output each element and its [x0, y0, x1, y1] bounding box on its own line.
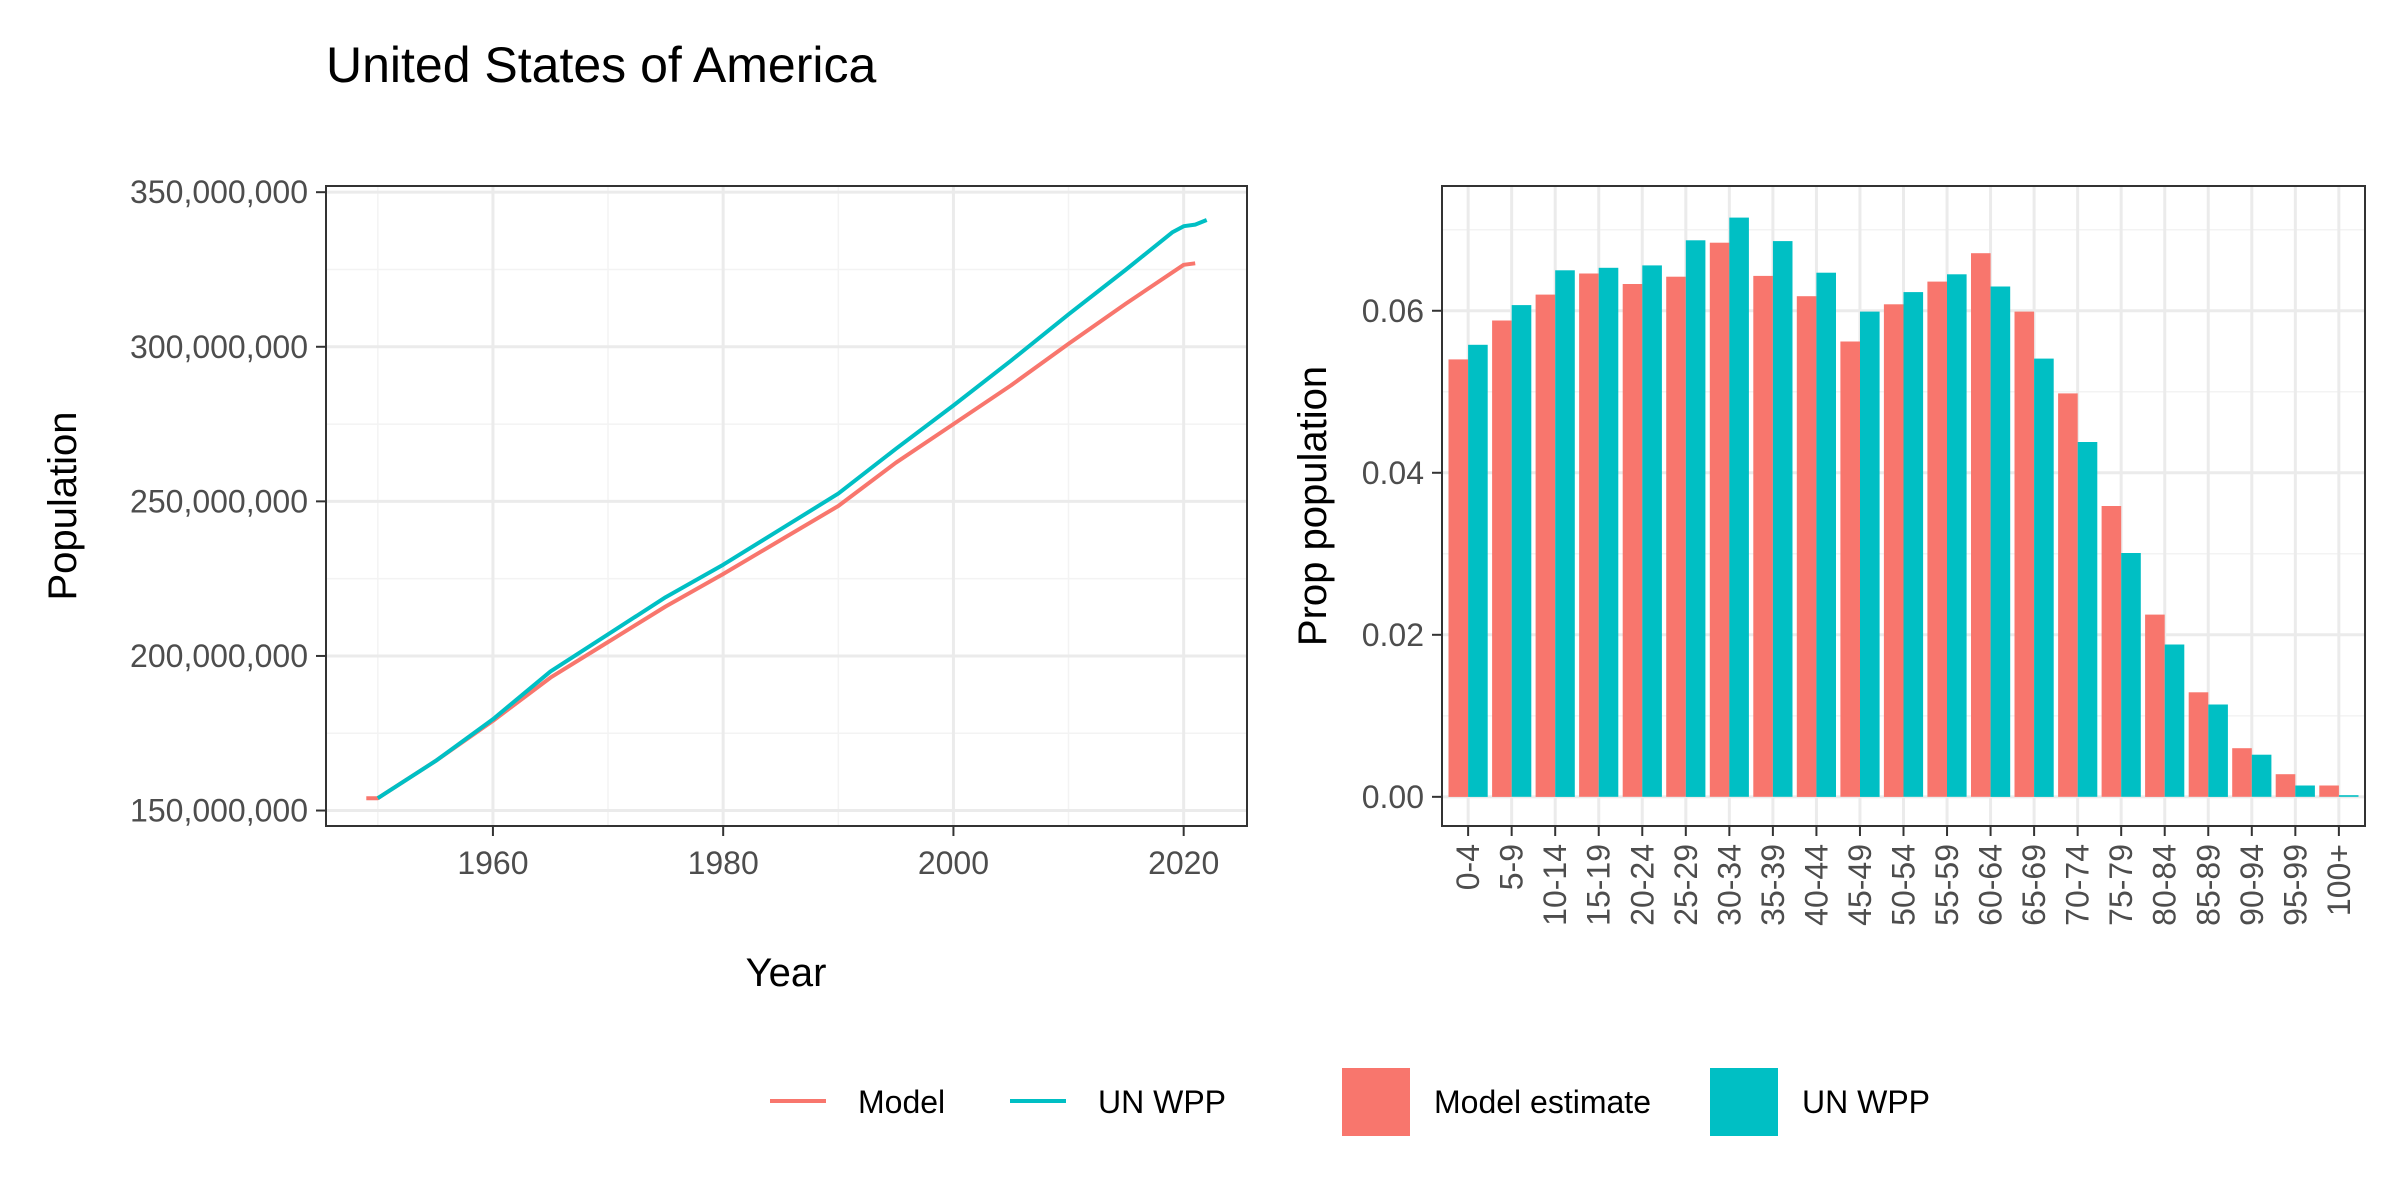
bar-un-wpp-100+: [2338, 795, 2359, 797]
bar-un-wpp-60-64: [1990, 286, 2011, 797]
plot-title: United States of America: [326, 37, 876, 93]
bar-x-tick-label: 90-94: [2234, 844, 2270, 926]
bar-model-estimate-60-64: [1971, 253, 1991, 797]
legend-label-model-estimate: Model estimate: [1434, 1084, 1651, 1120]
bar-y-tick-label: 0.06: [1362, 293, 1424, 329]
bar-x-tick-label: 35-39: [1755, 844, 1791, 926]
line-x-tick-label: 1980: [688, 845, 759, 881]
line-chart-ticks: 1960 1980 2000 2020 150,000,000 200,000,000 25…: [130, 174, 1219, 881]
bar-model-estimate-15-19: [1579, 273, 1599, 797]
bar-un-wpp-75-79: [2121, 553, 2141, 797]
legend-key-model-estimate: [1342, 1068, 1410, 1136]
bar-y-tick-label: 0.04: [1362, 455, 1424, 491]
bar-chart-legend: Model estimate UN WPP: [1342, 1068, 1930, 1136]
bar-model-estimate-25-29: [1666, 276, 1686, 797]
bar-model-estimate-80-84: [2145, 614, 2165, 797]
bar-un-wpp-0-4: [1468, 344, 1488, 797]
bar-model-estimate-20-24: [1622, 284, 1643, 797]
bar-chart-ticks: 0-4 5-9 10-14 15-19 20-24 25-29 30-34 35-39 40-4…: [1362, 293, 2357, 926]
bar-y-tick-label: 0.00: [1362, 779, 1424, 815]
bar-x-tick-label: 95-99: [2277, 844, 2313, 926]
bar-x-tick-label: 100+: [2321, 844, 2357, 916]
line-y-tick-label: 150,000,000: [130, 793, 308, 829]
bar-model-estimate-65-69: [2014, 311, 2035, 797]
line-x-tick-label: 1960: [457, 845, 528, 881]
bar-x-tick-label: 85-89: [2190, 844, 2226, 926]
line-y-tick-label: 200,000,000: [130, 638, 308, 674]
bar-x-tick-label: 10-14: [1537, 844, 1573, 926]
bar-un-wpp-85-89: [2208, 704, 2228, 797]
bar-model-estimate-45-49: [1840, 341, 1860, 797]
bar-un-wpp-90-94: [2251, 754, 2272, 797]
bar-model-estimate-70-74: [2058, 393, 2078, 797]
line-x-tick-label: 2000: [918, 845, 989, 881]
bar-x-tick-label: 45-49: [1842, 844, 1878, 926]
bar-un-wpp-55-59: [1947, 274, 1967, 797]
line-chart: 1960 1980 2000 2020 150,000,000 200,000,000 25…: [41, 174, 1248, 995]
line-chart-gridlines: [326, 186, 1247, 826]
legend-key-un-wpp-bar: [1710, 1068, 1778, 1136]
bar-un-wpp-30-34: [1729, 217, 1749, 797]
bar-model-estimate-10-14: [1535, 294, 1556, 797]
bar-x-tick-label: 80-84: [2147, 844, 2183, 926]
line-series-un-wpp: [376, 218, 1208, 800]
bar-chart-bars: [1448, 217, 2359, 797]
bar-chart-y-axis-title: Prop population: [1291, 366, 1335, 646]
bar-x-tick-label: 30-34: [1711, 844, 1747, 926]
bar-x-tick-label: 65-69: [2016, 844, 2052, 926]
bar-model-estimate-95-99: [2275, 774, 2296, 797]
line-chart-y-axis-title: Population: [41, 411, 85, 600]
bar-un-wpp-50-54: [1903, 292, 1924, 797]
bar-un-wpp-95-99: [2295, 785, 2315, 797]
line-chart-panel-border: [325, 185, 1248, 827]
bar-un-wpp-45-49: [1860, 311, 1880, 797]
bar-x-tick-label: 75-79: [2103, 844, 2139, 926]
line-x-tick-label: 2020: [1148, 845, 1219, 881]
bar-x-tick-label: 70-74: [2060, 844, 2096, 926]
bar-un-wpp-65-69: [2034, 358, 2054, 797]
bar-un-wpp-35-39: [1772, 241, 1793, 797]
line-chart-series: [366, 218, 1208, 801]
bar-x-tick-label: 60-64: [1973, 844, 2009, 926]
bar-un-wpp-10-14: [1555, 270, 1575, 797]
bar-chart: 0-4 5-9 10-14 15-19 20-24 25-29 30-34 35-39 40-4…: [1291, 185, 2366, 926]
bar-x-tick-label: 55-59: [1929, 844, 1965, 926]
bar-model-estimate-5-9: [1492, 320, 1512, 797]
legend-label-un-wpp: UN WPP: [1098, 1084, 1226, 1120]
line-y-tick-label: 300,000,000: [130, 329, 308, 365]
bar-model-estimate-30-34: [1709, 242, 1730, 797]
bar-x-tick-label: 15-19: [1581, 844, 1617, 926]
bar-model-estimate-85-89: [2188, 692, 2209, 797]
bar-un-wpp-70-74: [2077, 442, 2098, 797]
bar-un-wpp-25-29: [1685, 240, 1706, 797]
bar-model-estimate-40-44: [1796, 296, 1817, 797]
line-y-tick-label: 350,000,000: [130, 174, 308, 210]
bar-model-estimate-55-59: [1927, 281, 1947, 797]
bar-model-estimate-75-79: [2101, 506, 2122, 797]
bar-y-tick-label: 0.02: [1362, 617, 1424, 653]
bar-un-wpp-80-84: [2164, 644, 2185, 797]
legend-label-model: Model: [858, 1084, 945, 1120]
bar-un-wpp-20-24: [1642, 265, 1662, 797]
bar-model-estimate-100+: [2319, 785, 2339, 797]
legend-label-un-wpp-bar: UN WPP: [1802, 1084, 1930, 1120]
bar-un-wpp-5-9: [1511, 305, 1532, 797]
bar-x-tick-label: 20-24: [1624, 844, 1660, 926]
line-chart-legend: Model UN WPP: [770, 1084, 1226, 1120]
bar-model-estimate-35-39: [1753, 275, 1773, 797]
bar-x-tick-label: 50-54: [1886, 844, 1922, 926]
bar-model-estimate-0-4: [1448, 359, 1469, 797]
line-chart-x-axis-title: Year: [746, 951, 827, 995]
bar-x-tick-label: 0-4: [1450, 844, 1486, 890]
bar-un-wpp-40-44: [1816, 272, 1836, 797]
bar-x-tick-label: 5-9: [1494, 844, 1530, 890]
bar-model-estimate-90-94: [2232, 748, 2252, 797]
bar-model-estimate-50-54: [1883, 304, 1904, 797]
bar-x-tick-label: 40-44: [1798, 844, 1834, 926]
bar-x-tick-label: 25-29: [1668, 844, 1704, 926]
line-y-tick-label: 250,000,000: [130, 483, 308, 519]
bar-un-wpp-15-19: [1598, 267, 1619, 797]
